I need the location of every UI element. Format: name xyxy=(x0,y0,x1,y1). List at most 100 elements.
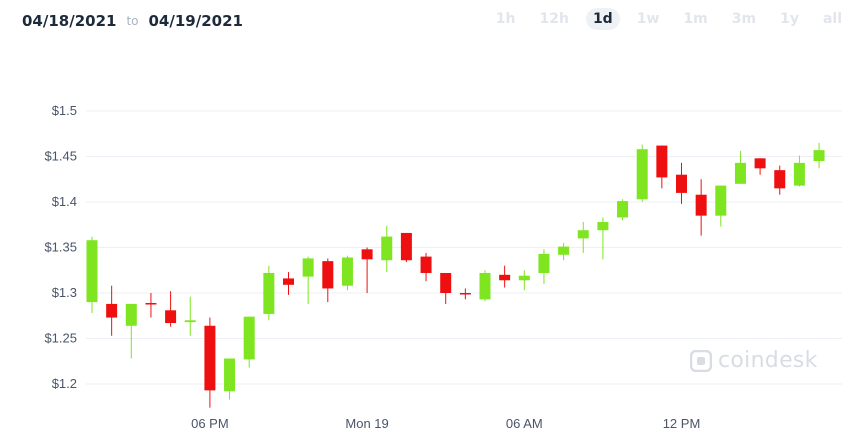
candle-body xyxy=(400,232,412,261)
candle-body xyxy=(793,162,805,186)
period-1m[interactable]: 1m xyxy=(683,11,708,27)
candle[interactable] xyxy=(499,265,511,288)
candles[interactable] xyxy=(86,142,825,408)
candle-body xyxy=(813,150,825,162)
period-1d[interactable]: 1d xyxy=(585,8,620,30)
candle[interactable] xyxy=(813,142,825,169)
period-12h[interactable]: 12h xyxy=(539,11,569,27)
candle[interactable] xyxy=(243,316,255,368)
y-tick-label: $1.5 xyxy=(52,103,77,118)
candle-body xyxy=(361,249,373,260)
start-date[interactable]: 04/18/2021 xyxy=(22,12,117,30)
candle[interactable] xyxy=(106,285,118,336)
candle[interactable] xyxy=(715,185,727,227)
candle-body xyxy=(734,162,746,184)
candle[interactable] xyxy=(617,199,629,221)
candle-body xyxy=(381,236,393,261)
candle-body xyxy=(204,325,216,391)
candle-body xyxy=(302,258,314,277)
candle[interactable] xyxy=(381,225,393,273)
candle-body xyxy=(518,275,530,281)
candle-body xyxy=(420,256,432,273)
candle[interactable] xyxy=(420,252,432,282)
candle[interactable] xyxy=(283,272,294,295)
y-tick-label: $1.25 xyxy=(44,331,77,346)
candle-body xyxy=(695,194,707,216)
candle-body xyxy=(538,253,550,273)
coindesk-watermark: coindesk xyxy=(690,348,818,373)
period-1w[interactable]: 1w xyxy=(636,11,660,27)
coindesk-logo-icon xyxy=(690,349,712,372)
period-all[interactable]: all xyxy=(822,11,842,27)
candle-body xyxy=(243,316,255,360)
candle[interactable] xyxy=(597,217,609,260)
gridlines xyxy=(86,110,842,385)
candle[interactable] xyxy=(263,265,275,321)
candle[interactable] xyxy=(165,291,177,327)
y-tick-label: $1.45 xyxy=(44,149,77,164)
candle-body xyxy=(558,246,570,255)
period-3m[interactable]: 3m xyxy=(731,11,757,27)
candle[interactable] xyxy=(86,236,98,314)
date-range-separator: to xyxy=(126,14,139,28)
candle[interactable] xyxy=(695,179,707,236)
candle[interactable] xyxy=(125,303,137,359)
y-tick-label: $1.2 xyxy=(52,376,77,391)
candle[interactable] xyxy=(774,165,786,195)
candle[interactable] xyxy=(322,258,334,303)
candle-body xyxy=(263,272,275,314)
period-selector: 1h 12h 1d 1w 1m 3m 1y all xyxy=(479,8,849,30)
candle-body xyxy=(184,320,196,323)
x-tick-label: 06 AM xyxy=(506,416,543,431)
x-tick-label: 06 PM xyxy=(191,416,229,431)
candle-body xyxy=(165,310,177,324)
candle[interactable] xyxy=(558,242,570,261)
candle[interactable] xyxy=(538,249,550,284)
candle[interactable] xyxy=(459,288,471,300)
candle[interactable] xyxy=(676,162,687,204)
candle-body xyxy=(774,170,786,189)
end-date[interactable]: 04/19/2021 xyxy=(148,12,243,30)
candle-body xyxy=(754,158,766,169)
candle-body xyxy=(106,303,118,318)
candle[interactable] xyxy=(341,255,353,291)
candle[interactable] xyxy=(577,222,589,253)
candle[interactable] xyxy=(224,358,236,400)
candle-body xyxy=(499,274,511,281)
candle[interactable] xyxy=(184,296,196,336)
candle[interactable] xyxy=(479,270,491,302)
candle-body xyxy=(577,230,589,239)
date-range: 04/18/2021 to 04/19/2021 xyxy=(22,9,243,33)
candle[interactable] xyxy=(656,145,668,189)
x-tick-label: Mon 19 xyxy=(345,416,388,431)
candle[interactable] xyxy=(302,256,314,304)
candle[interactable] xyxy=(440,272,452,304)
candle[interactable] xyxy=(754,158,766,175)
candle[interactable] xyxy=(793,155,805,187)
candle-body xyxy=(479,272,491,300)
candle-body xyxy=(145,303,157,305)
candle-body xyxy=(715,185,727,216)
x-axis-ticks: 06 PM Mon 19 06 AM 12 PM xyxy=(191,416,700,431)
period-1h[interactable]: 1h xyxy=(495,11,516,27)
candle[interactable] xyxy=(145,293,157,318)
y-axis-ticks: $1.2 $1.25 $1.3 $1.35 $1.4 $1.45 $1.5 xyxy=(44,103,77,391)
candle-body xyxy=(459,293,471,295)
candle[interactable] xyxy=(361,247,373,294)
candle-body xyxy=(656,145,668,178)
candle[interactable] xyxy=(518,270,530,291)
candle-body xyxy=(676,174,687,193)
candle-body xyxy=(224,358,236,392)
candle[interactable] xyxy=(400,232,412,263)
candle-body xyxy=(322,261,334,289)
candle[interactable] xyxy=(734,151,746,184)
candle[interactable] xyxy=(636,144,648,202)
period-1y[interactable]: 1y xyxy=(780,11,799,27)
y-tick-label: $1.35 xyxy=(44,240,77,255)
y-tick-label: $1.4 xyxy=(52,194,77,209)
x-tick-label: 12 PM xyxy=(663,416,701,431)
candle[interactable] xyxy=(204,317,216,408)
candle-body xyxy=(341,257,353,286)
candle-body xyxy=(283,278,294,285)
